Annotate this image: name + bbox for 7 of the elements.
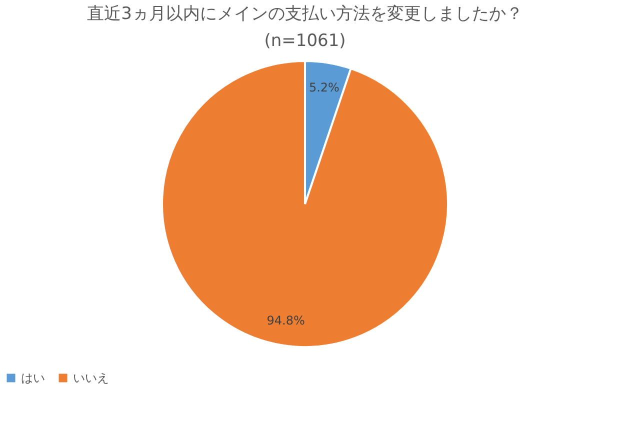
chart-subtitle: (n=1061) bbox=[264, 31, 346, 51]
data-label: 94.8% bbox=[266, 313, 305, 328]
pie-slice bbox=[161, 60, 449, 348]
legend-label: はい bbox=[21, 371, 45, 385]
data-label: 5.2% bbox=[308, 80, 340, 95]
chart-title: 直近3ヵ月以内にメインの支払い方法を変更しましたか？ bbox=[87, 4, 523, 24]
legend-label: いいえ bbox=[73, 371, 109, 385]
